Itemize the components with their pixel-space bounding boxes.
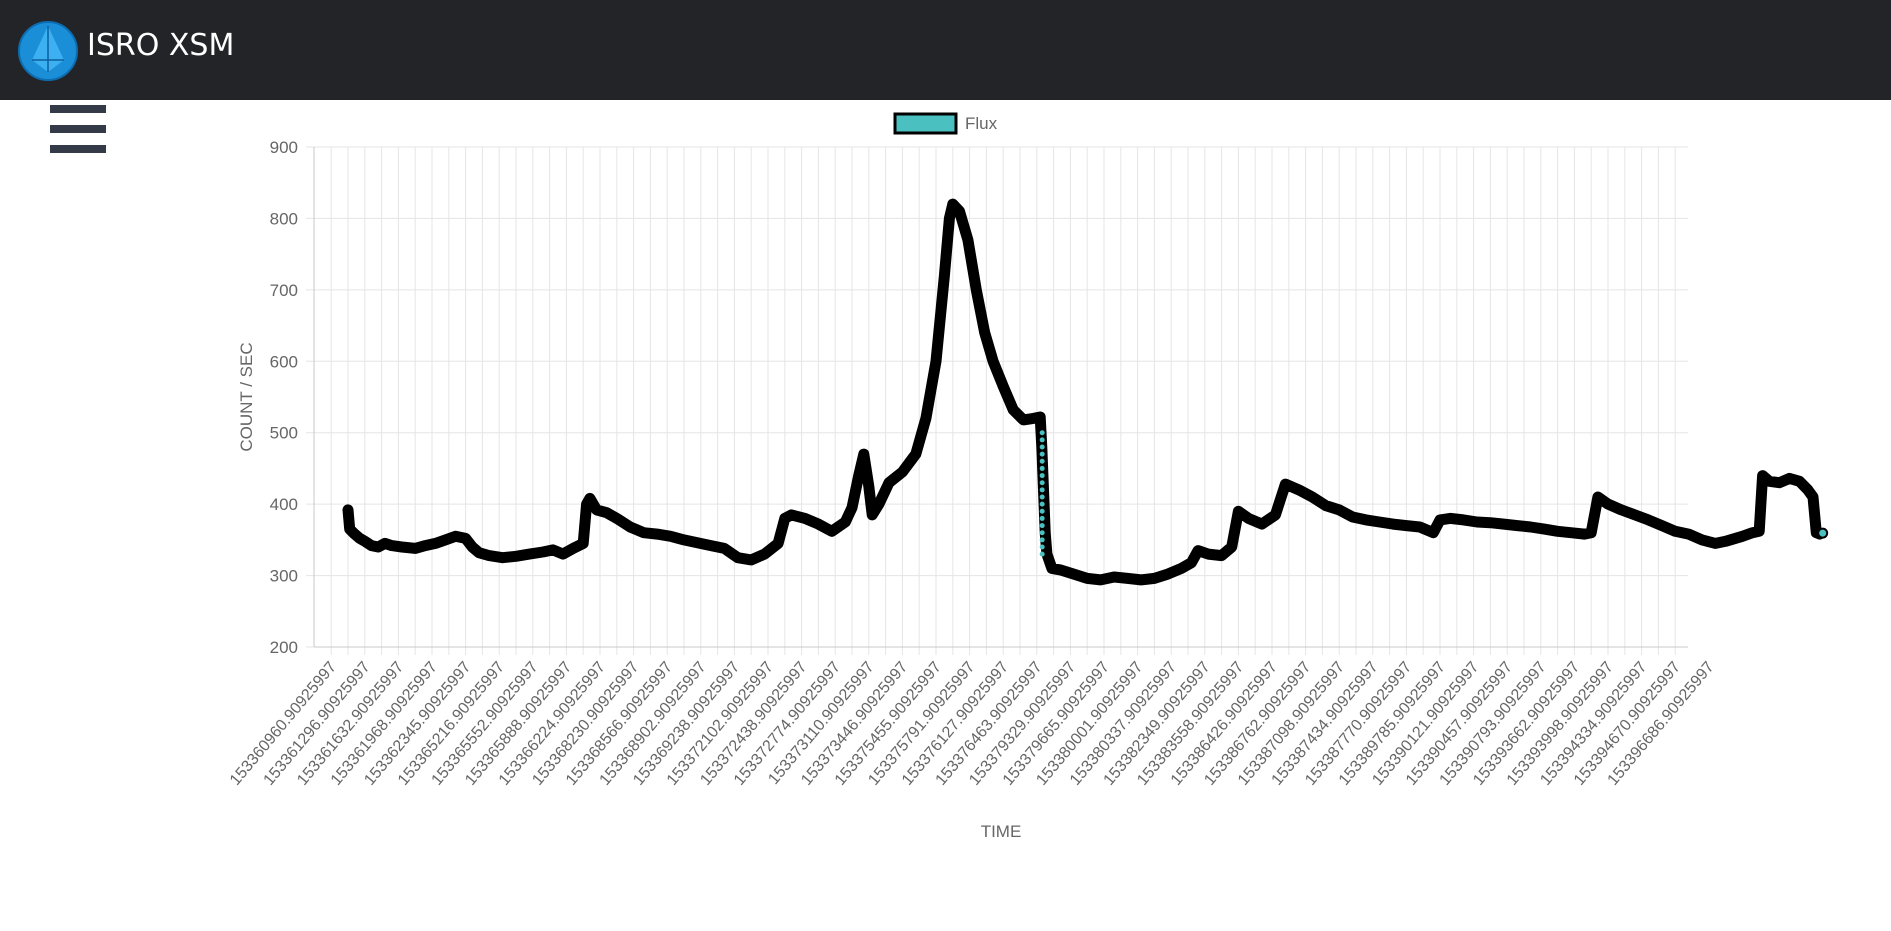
legend-swatch-flux xyxy=(893,112,958,135)
x-axis-title: TIME xyxy=(981,822,1022,841)
flux-point xyxy=(1039,458,1045,464)
y-axis-title: COUNT / SEC xyxy=(237,342,256,451)
flux-point xyxy=(1039,473,1045,479)
isro-logo-icon[interactable] xyxy=(17,20,79,82)
y-tick-label: 300 xyxy=(270,567,298,586)
flux-point xyxy=(1039,451,1045,457)
y-tick-label: 600 xyxy=(270,352,298,371)
y-tick-label: 500 xyxy=(270,424,298,443)
flux-line xyxy=(342,198,1826,586)
flux-point xyxy=(1039,551,1045,557)
flux-point xyxy=(1039,501,1045,507)
y-tick-label: 700 xyxy=(270,281,298,300)
flux-point xyxy=(1039,444,1045,450)
flux-point xyxy=(1039,487,1045,493)
flux-point xyxy=(1039,523,1045,529)
flux-point xyxy=(1039,515,1045,521)
legend-label-flux: Flux xyxy=(965,114,998,133)
series-flux xyxy=(342,198,1829,586)
app-title[interactable]: ISRO XSM xyxy=(87,28,235,63)
flux-point xyxy=(1039,465,1045,471)
flux-point xyxy=(1039,430,1045,436)
y-tick-label: 900 xyxy=(270,138,298,157)
flux-chart: 200300400500600700800900153360960.909259… xyxy=(227,112,1829,841)
flux-point xyxy=(1039,508,1045,514)
flux-point xyxy=(1039,530,1045,536)
chart-legend[interactable]: Flux xyxy=(893,112,998,135)
flux-point xyxy=(1817,527,1829,539)
y-tick-label: 400 xyxy=(270,495,298,514)
y-tick-label: 800 xyxy=(270,209,298,228)
flux-point xyxy=(1039,437,1045,443)
flux-point xyxy=(1039,494,1045,500)
chart-axes: 200300400500600700800900153360960.909259… xyxy=(227,138,1718,789)
chart-grid xyxy=(306,146,1688,655)
hamburger-menu-icon[interactable] xyxy=(50,105,106,153)
top-navbar: ISRO XSM xyxy=(0,0,1891,100)
flux-point xyxy=(1039,537,1045,543)
y-tick-label: 200 xyxy=(270,638,298,657)
flux-point xyxy=(1039,480,1045,486)
flux-point xyxy=(1039,544,1045,550)
